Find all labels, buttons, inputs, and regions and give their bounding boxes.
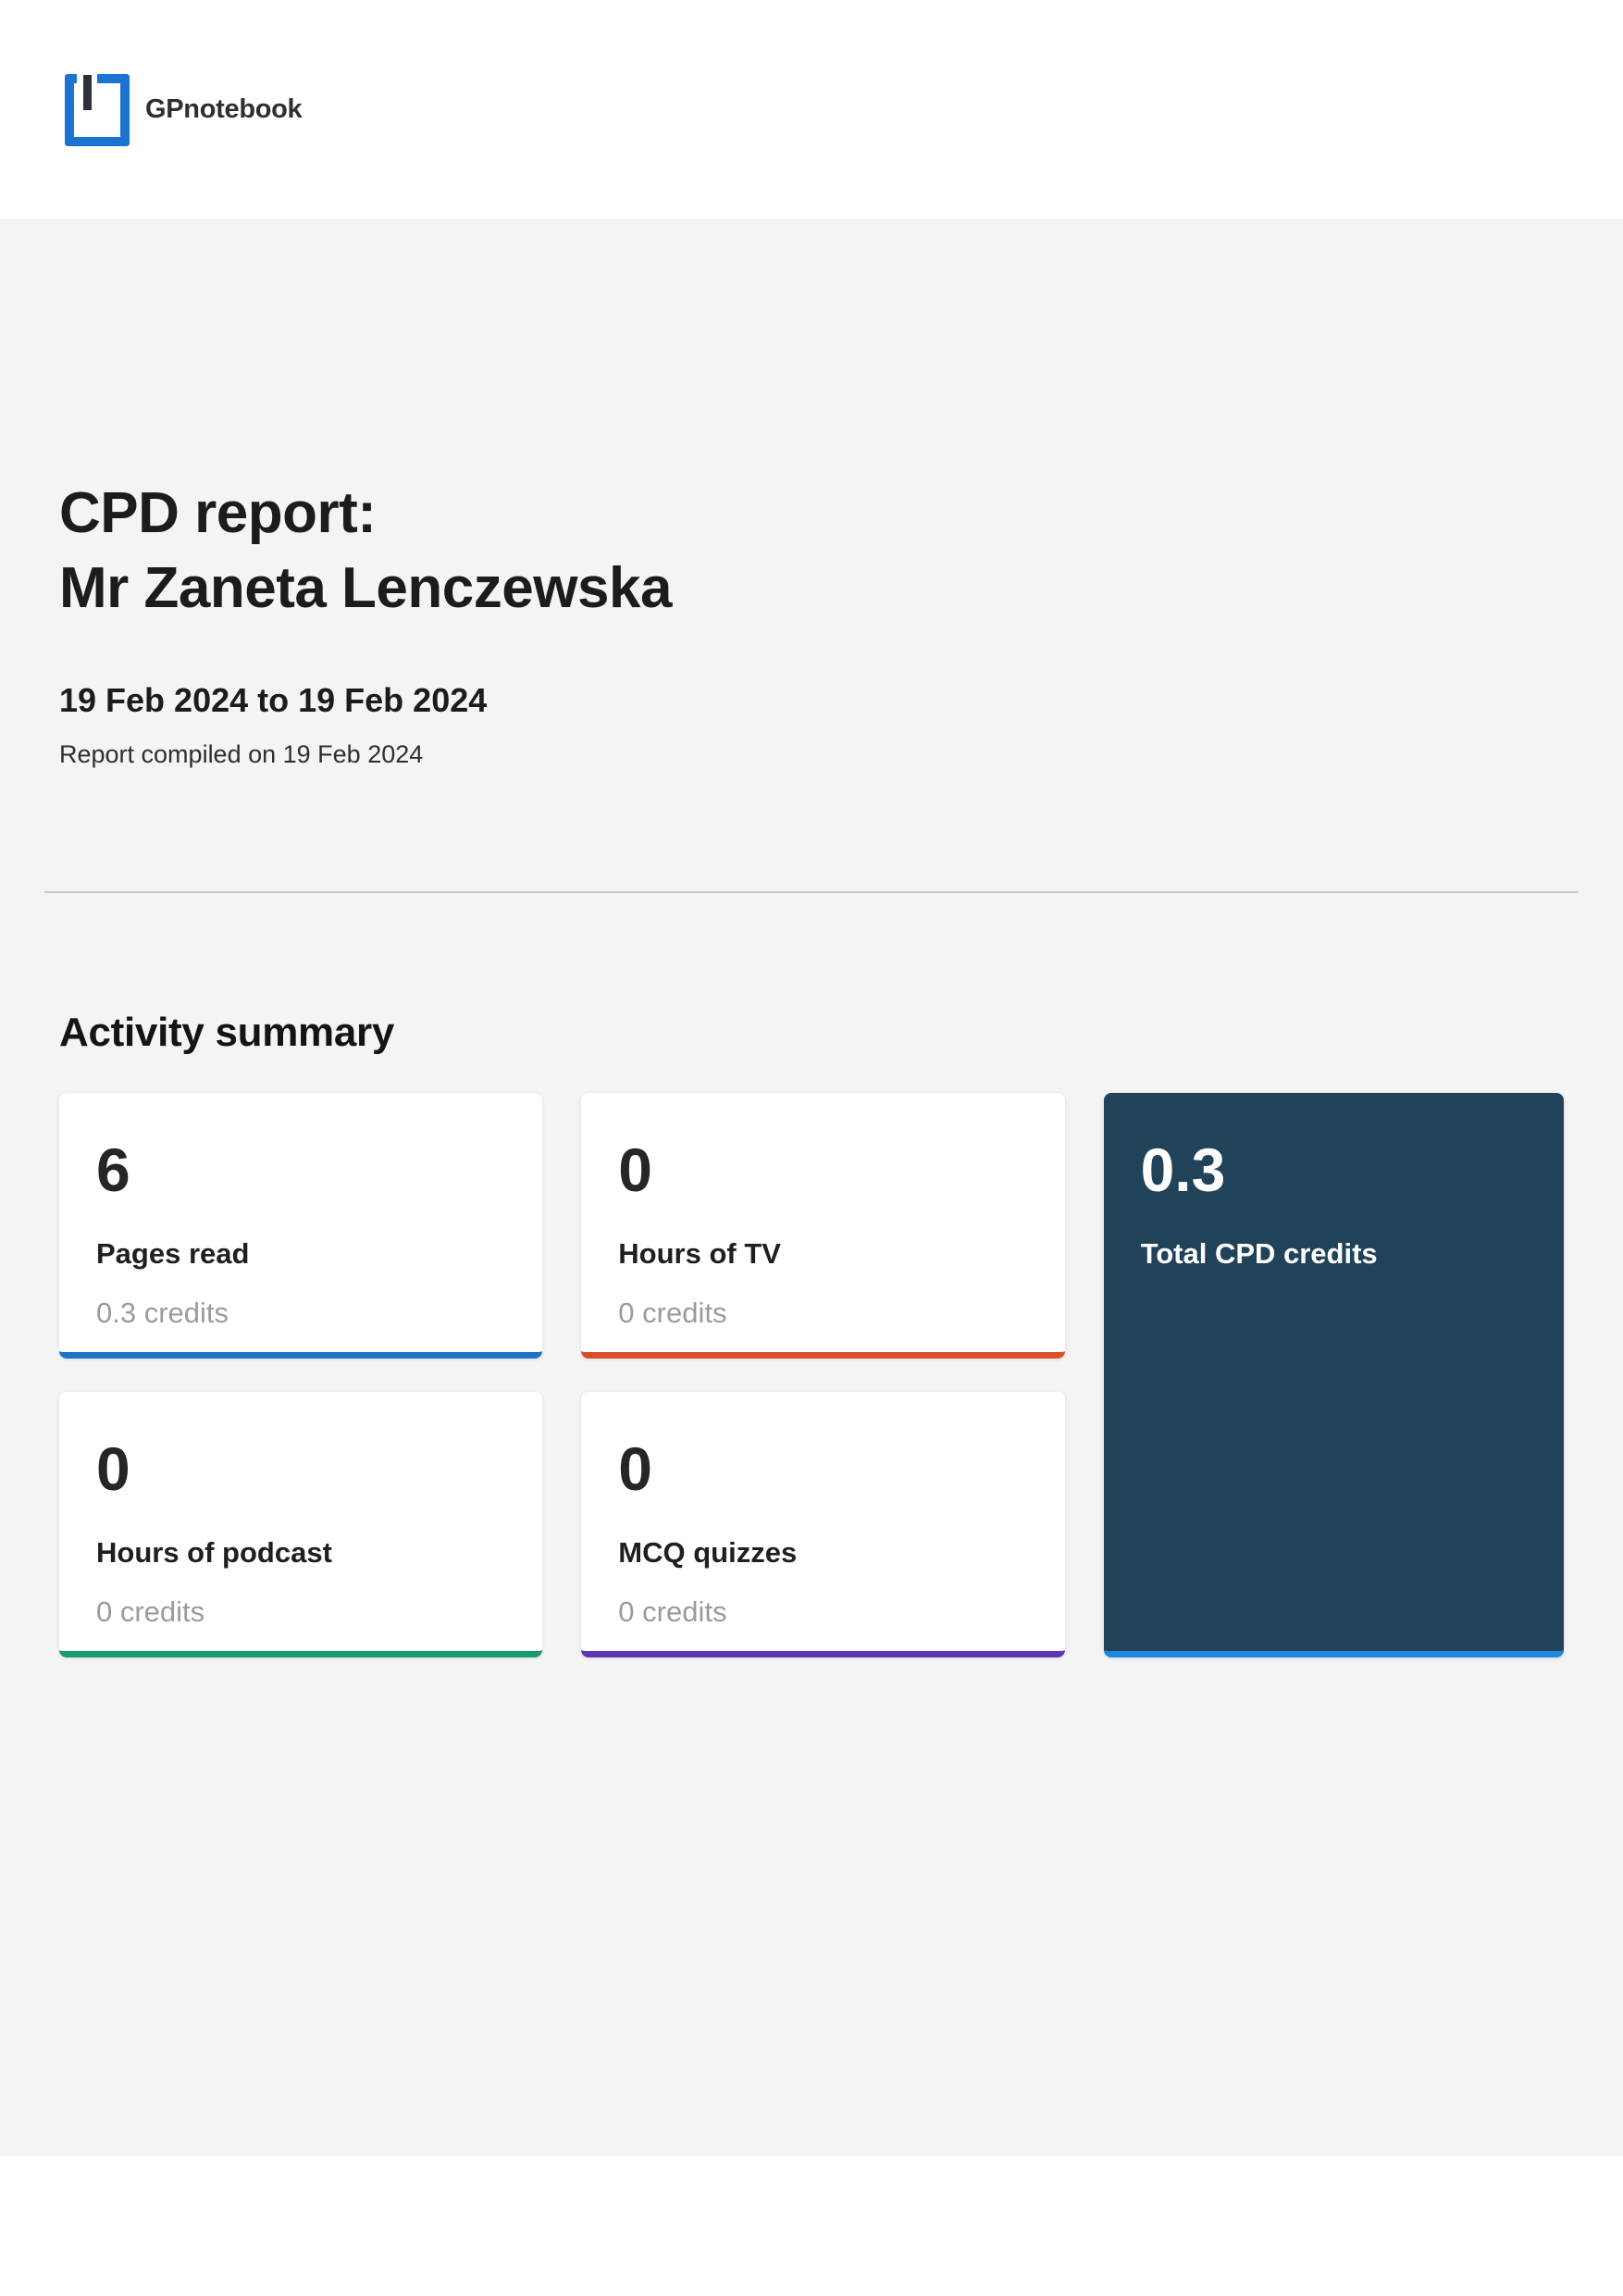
gpnotebook-logo-icon (65, 73, 130, 146)
section-divider (44, 891, 1579, 894)
page-header: GPnotebook (0, 0, 1623, 219)
report-body: CPD report: Mr Zaneta Lenczewska 19 Feb … (0, 219, 1623, 2156)
page-title: CPD report: Mr Zaneta Lenczewska (59, 477, 1564, 626)
card-label: Hours of podcast (96, 1536, 332, 1570)
card-label: MCQ quizzes (618, 1536, 798, 1570)
report-title-line2: Mr Zaneta Lenczewska (59, 555, 672, 620)
card-hours-of-podcast: 0 Hours of podcast 0 credits (59, 1392, 543, 1658)
report-title-line1: CPD report: (59, 481, 377, 545)
card-mcq-quizzes: 0 MCQ quizzes 0 credits (581, 1392, 1065, 1658)
logo-bar (83, 74, 92, 110)
card-credits: 0 credits (618, 1297, 727, 1330)
card-value: 0 (96, 1434, 130, 1504)
card-pages-read: 6 Pages read 0.3 credits (59, 1093, 543, 1359)
brand-name: GPnotebook (145, 94, 303, 124)
report-date-range: 19 Feb 2024 to 19 Feb 2024 (59, 681, 488, 720)
card-value: 6 (96, 1136, 130, 1205)
card-hours-of-tv: 0 Hours of TV 0 credits (581, 1093, 1065, 1359)
card-value: 0 (618, 1136, 652, 1205)
card-total-cpd-credits: 0.3 Total CPD credits (1103, 1093, 1564, 1658)
brand: GPnotebook (65, 73, 303, 146)
card-label: Pages read (96, 1237, 250, 1271)
card-credits: 0.3 credits (96, 1297, 229, 1330)
report-compiled-date: Report compiled on 19 Feb 2024 (59, 740, 424, 769)
total-value: 0.3 (1140, 1136, 1226, 1205)
activity-cards-grid: 6 Pages read 0.3 credits 0 Hours of TV 0… (59, 1093, 1564, 1658)
activity-summary-heading: Activity summary (59, 1010, 395, 1056)
card-credits: 0 credits (618, 1595, 727, 1629)
total-label: Total CPD credits (1140, 1237, 1378, 1271)
logo-frame (65, 73, 130, 146)
card-credits: 0 credits (96, 1595, 205, 1629)
card-label: Hours of TV (618, 1237, 781, 1271)
card-value: 0 (618, 1434, 652, 1504)
